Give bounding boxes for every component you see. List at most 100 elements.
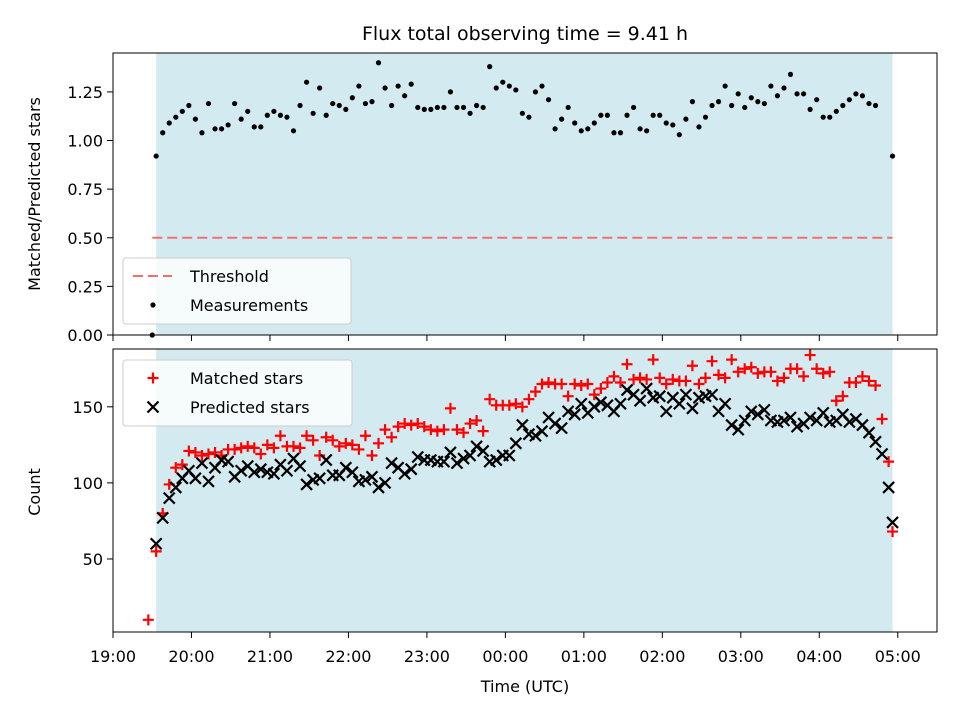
matched-star-point <box>229 443 241 455</box>
predicted-star-point <box>509 437 523 450</box>
ratio-x-tick-marks <box>112 335 899 341</box>
measurement-point <box>251 124 257 130</box>
predicted-star-point <box>385 456 398 470</box>
measurement-point <box>630 104 637 111</box>
measurement-point <box>814 97 820 103</box>
matched-star-point <box>359 430 371 442</box>
measurement-point <box>794 91 800 97</box>
measurement-point <box>218 126 225 132</box>
matched-star-point <box>379 424 391 436</box>
matched-star-point <box>693 378 705 390</box>
matched-star-point <box>346 439 358 451</box>
predicted-star-point <box>744 405 758 418</box>
matched-star-point <box>484 393 496 405</box>
predicted-star-point <box>803 411 817 424</box>
count-x-tick-label: 00:00 <box>482 647 528 666</box>
measurement-point <box>768 83 774 89</box>
matched-star-point <box>856 370 868 382</box>
matched-star-point <box>353 443 365 455</box>
predicted-star-point <box>339 461 353 474</box>
measurement-point <box>460 104 467 111</box>
count-y-ticks: 50 100 150 <box>72 398 113 569</box>
predicted-star-point <box>489 453 503 467</box>
matched-star-point <box>726 354 738 366</box>
count-x-tick-label: 04:00 <box>796 647 842 666</box>
matched-star-point <box>686 360 698 372</box>
predicted-star-point <box>221 455 235 468</box>
measurement-point <box>199 130 205 136</box>
matched-star-point <box>142 614 154 626</box>
predicted-star-point <box>574 397 588 411</box>
chart-title: Flux total observing time = 9.41 h <box>362 23 688 45</box>
measurement-point <box>330 100 336 107</box>
measurement-point <box>454 104 460 111</box>
matched-star-point <box>608 370 620 382</box>
measurement-point <box>506 83 512 89</box>
predicted-star-point <box>404 462 418 476</box>
matched-star-point <box>837 390 849 402</box>
matched-star-point <box>327 434 339 446</box>
ratio-panel: 0.00 0.25 0.50 0.75 1.00 1.25 Flux total obse… <box>25 23 938 345</box>
measurement-point <box>271 108 277 114</box>
predicted-star-point <box>731 423 745 436</box>
ratio-y-tick-label: 0.25 <box>67 277 103 296</box>
measurement-point <box>781 85 787 91</box>
matched-star-point <box>287 440 299 452</box>
measurement-point <box>382 85 388 91</box>
predicted-star-point <box>869 435 882 449</box>
matched-star-point <box>582 378 594 390</box>
ratio-y-tick-label: 1.25 <box>67 83 103 102</box>
measurement-point <box>866 100 872 107</box>
matched-star-point <box>366 450 378 462</box>
count-x-tick-label: 23:00 <box>404 647 450 666</box>
predicted-star-point <box>659 405 673 418</box>
measurement-point <box>408 81 414 87</box>
predicted-star-point <box>561 405 575 418</box>
measurement-point <box>258 124 264 130</box>
predicted-star-point <box>463 449 477 462</box>
measurement-point <box>859 93 866 99</box>
legend-predicted-swatch <box>146 400 160 414</box>
predicted-star-point <box>149 537 163 551</box>
measurement-point <box>375 60 382 66</box>
matched-star-point <box>412 418 424 430</box>
ratio-y-tick-label: 0.50 <box>67 229 103 248</box>
measurement-point <box>807 106 813 112</box>
predicted-star-point <box>568 408 581 421</box>
measurement-point <box>290 128 297 134</box>
matched-star-point <box>732 366 744 378</box>
matched-star-point <box>628 373 640 385</box>
measurement-point <box>833 108 839 114</box>
predicted-star-point <box>476 444 490 458</box>
predicted-star-point <box>319 453 333 467</box>
predicted-star-point <box>588 400 601 414</box>
matched-star-point <box>752 367 764 379</box>
legend-matched-label: Matched stars <box>190 369 303 388</box>
predicted-star-point <box>620 383 634 397</box>
predicted-star-point <box>529 429 542 443</box>
measurement-point <box>709 102 715 109</box>
count-x-tick-label: 22:00 <box>325 647 371 666</box>
predicted-star-point <box>365 470 379 484</box>
measurement-point <box>323 112 329 118</box>
matched-star-point <box>850 376 862 388</box>
measurement-point <box>683 116 689 122</box>
measurement-point <box>415 104 421 111</box>
matched-star-point <box>431 425 443 437</box>
matched-star-point <box>373 437 385 449</box>
measurement-point <box>173 114 179 120</box>
count-y-tick-label: 100 <box>72 474 103 493</box>
matched-star-point <box>242 440 254 452</box>
measurement-point <box>519 110 525 116</box>
matched-star-point <box>405 419 417 431</box>
matched-star-point <box>765 366 777 378</box>
predicted-star-point <box>267 467 281 481</box>
predicted-star-point <box>614 397 627 411</box>
measurement-point <box>179 108 185 114</box>
ratio-y-axis-label: Matched/Predicted stars <box>25 97 44 291</box>
predicted-star-point <box>280 464 294 477</box>
predicted-star-point <box>790 420 804 433</box>
measurement-point <box>160 130 166 136</box>
predicted-star-point <box>457 452 470 465</box>
matched-star-point <box>261 439 273 451</box>
